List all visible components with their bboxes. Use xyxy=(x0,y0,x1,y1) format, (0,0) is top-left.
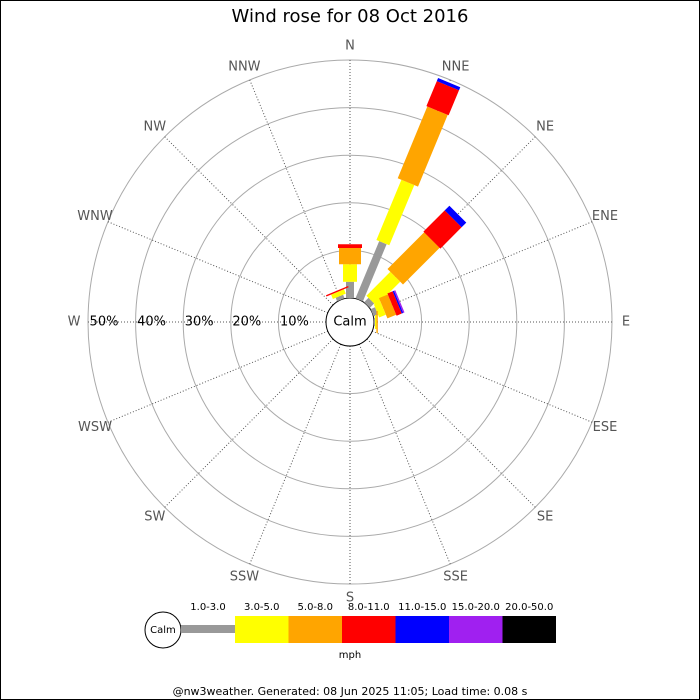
r-tick-label: 20% xyxy=(232,315,261,330)
bar-segment xyxy=(394,290,405,313)
spoke xyxy=(107,221,329,314)
bar-segment xyxy=(436,78,461,91)
legend-swatch xyxy=(449,616,503,643)
spoke xyxy=(249,79,342,301)
bar-segment xyxy=(373,301,386,318)
direction-label: NE xyxy=(536,119,554,134)
bar-segment xyxy=(379,294,397,319)
bar-segment xyxy=(444,205,467,228)
chart-title: Wind rose for 08 Oct 2016 xyxy=(232,6,469,27)
spoke xyxy=(366,338,536,508)
r-tick-label: 40% xyxy=(137,315,166,330)
direction-label: ENE xyxy=(592,209,618,224)
bar-segment xyxy=(374,318,375,326)
direction-label: SSE xyxy=(443,569,468,584)
direction-label: SE xyxy=(537,510,553,525)
direction-label: NW xyxy=(144,119,167,134)
legend-swatch xyxy=(235,616,289,643)
bar-segment xyxy=(346,281,354,298)
legend-unit: mph xyxy=(339,650,361,661)
bar-segment xyxy=(355,241,387,302)
direction-label: SSW xyxy=(230,569,260,584)
bar-segment xyxy=(387,291,402,316)
footer: @nw3weather. Generated: 08 Jun 2025 11:0… xyxy=(173,685,528,698)
legend-calm-label: Calm xyxy=(150,625,176,636)
r-tick-label: 30% xyxy=(185,315,214,330)
direction-label: ESE xyxy=(593,420,618,435)
bar-segment xyxy=(376,311,378,333)
spoke xyxy=(249,343,342,565)
legend-label: 1.0-3.0 xyxy=(190,602,225,613)
bar-segment xyxy=(426,81,459,116)
bar-segment xyxy=(325,286,349,297)
bar-segment xyxy=(364,297,375,308)
bar-segment xyxy=(339,248,361,265)
bar-segment xyxy=(335,294,345,302)
bar-segment xyxy=(343,264,357,282)
bar-segment xyxy=(370,307,379,317)
legend-label: 11.0-15.0 xyxy=(398,602,446,613)
legend-label: 8.0-11.0 xyxy=(348,602,390,613)
spoke xyxy=(358,343,451,565)
direction-label: WSW xyxy=(78,420,112,435)
r-tick-label: 10% xyxy=(280,315,309,330)
legend-swatch xyxy=(502,616,556,643)
legend-swatch xyxy=(342,616,396,643)
direction-label: NNE xyxy=(442,60,470,75)
direction-label: NNW xyxy=(228,60,260,75)
grid-ring xyxy=(230,202,470,442)
bar-segment xyxy=(392,290,404,314)
bar-segment xyxy=(397,106,448,187)
direction-label: S xyxy=(346,591,354,606)
legend-swatch xyxy=(395,616,449,643)
bar-segment xyxy=(387,232,440,285)
spoke xyxy=(371,221,593,314)
spoke xyxy=(164,338,334,508)
bar-segment xyxy=(375,315,377,329)
grid-ring xyxy=(135,107,565,537)
bar-segment xyxy=(338,244,362,248)
bar-segment xyxy=(331,289,346,299)
spoke xyxy=(164,136,334,306)
direction-label: SW xyxy=(144,510,165,525)
legend-label: 15.0-20.0 xyxy=(452,602,500,613)
legend-label: 20.0-50.0 xyxy=(505,602,553,613)
calm-label: Calm xyxy=(333,315,366,330)
direction-label: W xyxy=(68,315,81,330)
legend-swatch xyxy=(288,616,342,643)
bar-segment xyxy=(366,271,401,306)
spoke xyxy=(371,330,593,423)
legend-label: 5.0-8.0 xyxy=(298,602,333,613)
direction-label: WNW xyxy=(77,209,113,224)
direction-label: N xyxy=(345,39,355,54)
grid-ring xyxy=(182,154,518,490)
direction-label: E xyxy=(622,315,630,330)
bar-segment xyxy=(376,179,415,246)
spoke xyxy=(107,330,329,423)
legend-label: 3.0-5.0 xyxy=(244,602,279,613)
r-tick-label: 50% xyxy=(90,315,119,330)
bar-segment xyxy=(423,210,462,249)
